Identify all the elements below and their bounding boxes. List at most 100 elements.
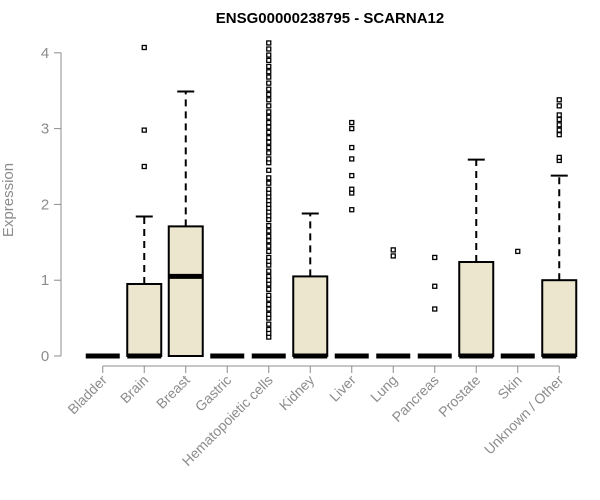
outlier-point [556,97,562,103]
outlier-point [266,286,272,292]
outlier-point [266,248,272,255]
outlier-point [556,127,562,133]
outlier-point [266,254,272,261]
outlier-point [266,238,272,244]
box-group [500,248,535,359]
outlier-point [266,167,272,173]
outlier-point [266,233,272,239]
outlier-point [266,311,272,317]
box-group [126,44,163,359]
outlier-point [349,207,355,213]
outlier-point [266,268,272,274]
outlier-point [432,306,438,312]
outlier-point [390,253,396,259]
outlier-point [556,132,562,138]
outlier-point [266,52,272,58]
outlier-point [266,57,272,64]
outlier-point [266,69,272,75]
outlier-point [515,248,521,255]
outlier-point [266,186,272,192]
y-axis-label: Expression [0,163,17,237]
chart-title: ENSG00000238795 - SCARNA12 [216,10,444,27]
outlier-point [266,306,272,312]
box-group [292,212,329,359]
box-group [376,247,411,359]
x-tick-label: Brain [117,372,151,406]
outlier-point [266,135,272,141]
outlier-point [266,119,272,126]
outlier-point [349,172,355,179]
outlier-point [266,228,272,234]
outlier-point [266,103,272,109]
y-tick-label: 3 [41,121,49,138]
outlier-point [349,156,355,162]
outlier-point [556,122,562,128]
outlier-point [556,103,562,109]
box-rect [292,275,329,357]
x-tick-label: Unknown / Other [481,372,567,458]
outlier-point [266,150,272,156]
outlier-point [556,112,562,118]
outlier-point [266,109,272,115]
plot-area [85,40,578,359]
x-tick-label: Prostate [435,372,483,420]
outlier-point [266,63,272,70]
outlier-point [266,139,272,145]
outlier-point [266,80,272,86]
outlier-point [266,180,272,186]
outlier-point [266,97,272,103]
outlier-point [556,116,562,123]
outlier-point [390,247,396,253]
box-group [334,119,369,359]
outlier-point [266,321,272,327]
x-tick-label: Lung [367,372,400,405]
outlier-point [266,129,272,136]
outlier-point [141,44,147,51]
box-rect [126,282,163,357]
y-tick-label: 0 [41,348,49,365]
outlier-point [266,273,272,280]
outlier-point [556,154,562,161]
outlier-point [266,114,272,120]
box-rect [167,225,204,357]
outlier-point [266,292,272,299]
box-group [541,97,578,359]
box-group [251,40,286,359]
outlier-point [266,175,272,181]
outlier-point [266,301,272,308]
outlier-point [349,119,355,126]
outlier-point [141,163,147,170]
outlier-point [266,86,272,92]
outlier-point [266,222,272,229]
outlier-point [266,40,272,46]
box-group [417,254,452,359]
outlier-point [349,186,355,192]
outlier-point [349,125,355,132]
outlier-point [266,243,272,249]
y-axis: 0 1 2 3 4 [41,45,62,365]
box-group [458,158,495,359]
outlier-point [266,74,272,80]
outlier-point [432,254,438,261]
outlier-point [266,156,272,162]
outlier-point [266,144,272,151]
y-tick-label: 2 [41,196,49,213]
box-group [167,90,204,357]
outlier-point [349,144,355,151]
outlier-point [266,326,272,333]
x-tick-label: Bladder [64,372,110,418]
y-tick-label: 1 [41,272,49,289]
outlier-point [432,283,438,289]
x-tick-label: Skin [494,372,525,403]
x-tick-label: Kidney [276,372,318,414]
outlier-point [141,127,147,133]
y-tick-label: 4 [41,45,49,62]
box-rect [458,261,495,357]
x-tick-label: Breast [153,372,193,412]
outlier-point [266,91,272,98]
outlier-point [266,124,272,130]
box-rect [541,279,578,358]
x-tick-label: Liver [326,372,359,405]
